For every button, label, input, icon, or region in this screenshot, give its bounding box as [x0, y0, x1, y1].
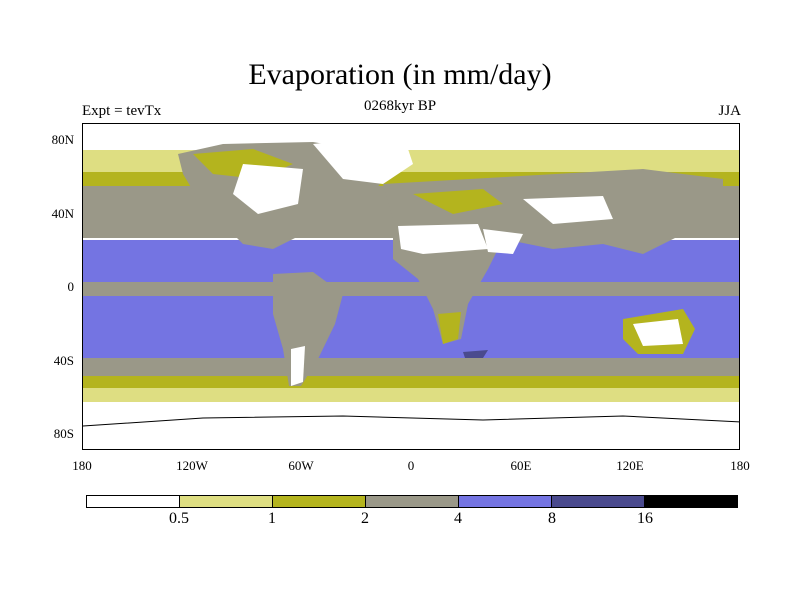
band-south-gray: [83, 358, 739, 380]
antarctica-coastline: [83, 415, 739, 427]
colorbar-segment-2: [273, 496, 366, 507]
lat-label-80n: 80N: [51, 132, 74, 147]
map-plot-area: [82, 123, 740, 450]
evaporation-map: [83, 124, 739, 449]
lon-label-180e: 180: [730, 458, 750, 473]
colorbar-segment-3: [366, 496, 459, 507]
colorbar-label-8: 8: [548, 510, 556, 527]
southern-ocean-high: [463, 350, 488, 358]
colorbar-label-1: 1: [268, 510, 276, 527]
colorbar-label-16: 16: [637, 510, 653, 527]
colorbar-label-2: 2: [361, 510, 369, 527]
lat-label-40n: 40N: [51, 206, 74, 221]
lat-label-equator: 0: [67, 279, 75, 294]
lon-label-120w: 120W: [176, 458, 208, 473]
colorbar-segment-1: [180, 496, 273, 507]
lon-label-120e: 120E: [616, 458, 644, 473]
lat-label-40s: 40S: [53, 353, 74, 368]
lon-label-60w: 60W: [288, 458, 314, 473]
colorbar: [86, 495, 738, 508]
colorbar-segment-5: [552, 496, 645, 507]
australia-dry: [633, 319, 683, 346]
season-label: JJA: [718, 103, 741, 119]
colorbar-label-4: 4: [454, 510, 462, 527]
patagonia-dry: [291, 346, 305, 386]
south-africa-olive: [438, 312, 461, 344]
antarctica-land: [83, 414, 739, 449]
north-america-dry: [233, 164, 303, 214]
europe-olive: [413, 189, 503, 214]
colorbar-segment-6: [645, 496, 737, 507]
colorbar-segment-4: [459, 496, 552, 507]
sahara-dry: [398, 224, 488, 254]
greenland: [313, 134, 413, 184]
lon-label-60e: 60E: [510, 458, 532, 473]
south-america-land: [273, 272, 343, 386]
central-asia-dry: [523, 196, 613, 224]
lon-label-0: 0: [407, 458, 415, 473]
lon-label-180w: 180: [72, 458, 92, 473]
chart-title: Evaporation (in mm/day): [248, 58, 552, 91]
experiment-label: Expt = tevTx: [82, 103, 162, 119]
band-equator-gray: [83, 282, 739, 298]
chart-subtitle: 0268kyr BP: [363, 98, 437, 114]
lat-label-80s: 80S: [53, 426, 74, 441]
band-south-light: [83, 388, 739, 404]
colorbar-label-0-5: 0.5: [169, 510, 189, 527]
colorbar-segment-0: [87, 496, 180, 507]
arabia-dry: [483, 229, 523, 254]
